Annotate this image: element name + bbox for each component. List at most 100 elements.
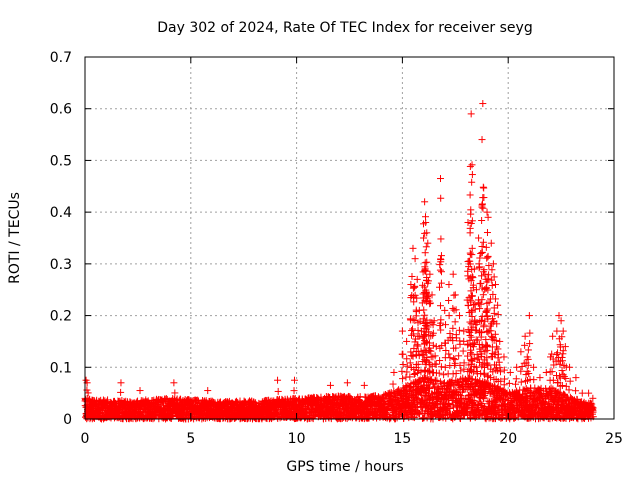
- y-tick-label: 0.5: [50, 153, 72, 169]
- roti-point: [476, 305, 484, 313]
- roti-point: [489, 260, 497, 268]
- roti-point: [445, 281, 453, 289]
- roti-point: [274, 387, 282, 395]
- roti-point: [572, 374, 580, 382]
- y-tick-label: 0.7: [50, 50, 72, 66]
- roti-point: [390, 368, 398, 376]
- roti-point: [468, 171, 476, 179]
- x-tick-label: 5: [186, 431, 195, 447]
- roti-point: [436, 266, 444, 274]
- roti-point: [559, 327, 567, 335]
- roti-point: [475, 234, 483, 242]
- roti-point: [530, 376, 538, 384]
- roti-point: [446, 354, 454, 362]
- roti-point: [467, 110, 475, 118]
- roti-point: [103, 397, 111, 405]
- roti-point: [487, 239, 495, 247]
- roti-point: [409, 244, 417, 252]
- roti-point: [398, 350, 406, 358]
- data-points: [81, 100, 597, 423]
- y-axis-title: ROTI / TECUs: [7, 192, 23, 284]
- roti-point: [479, 100, 487, 108]
- roti-point: [117, 388, 125, 396]
- roti-point: [424, 239, 432, 247]
- roti-point: [389, 380, 397, 388]
- roti-point: [478, 242, 486, 250]
- roti-point: [442, 321, 450, 329]
- roti-point: [513, 363, 521, 371]
- roti-point: [466, 191, 474, 199]
- roti-point: [477, 250, 485, 258]
- roti-point: [506, 368, 514, 376]
- roti-point: [420, 306, 428, 314]
- roti-point: [437, 252, 445, 260]
- roti-point: [512, 375, 520, 383]
- roti-point: [420, 234, 428, 242]
- roti-point: [480, 194, 488, 202]
- roti-point: [466, 331, 474, 339]
- roti-point: [479, 204, 487, 212]
- roti-point: [467, 206, 475, 214]
- x-tick-label: 25: [605, 431, 623, 447]
- roti-point: [406, 359, 414, 367]
- x-tick-label: 10: [288, 431, 306, 447]
- roti-point: [505, 379, 513, 387]
- roti-point: [445, 296, 453, 304]
- roti-point: [525, 312, 533, 320]
- y-tick-label: 0.4: [50, 205, 72, 221]
- roti-point: [566, 363, 574, 371]
- roti-point: [483, 307, 491, 315]
- roti-point: [435, 283, 443, 291]
- roti-point: [409, 325, 417, 333]
- chart-title: Day 302 of 2024, Rate Of TEC Index for r…: [157, 20, 532, 36]
- roti-point: [425, 367, 433, 375]
- roti-point: [459, 347, 467, 355]
- roti-point: [423, 258, 431, 266]
- roti-point: [437, 235, 445, 243]
- roti-point: [585, 389, 593, 397]
- roti-point: [572, 387, 580, 395]
- grid-lines: [85, 57, 614, 419]
- roti-point: [466, 162, 474, 170]
- roti-point: [496, 337, 504, 345]
- roti-point: [403, 362, 411, 370]
- roti-point: [484, 253, 492, 261]
- roti-point: [468, 178, 476, 186]
- roti-point: [451, 291, 459, 299]
- roti-point: [478, 217, 486, 225]
- roti-point: [421, 249, 429, 257]
- roti-point: [445, 312, 453, 320]
- roti-point: [480, 184, 488, 192]
- roti-point: [436, 175, 444, 183]
- roti-point: [542, 368, 550, 376]
- roti-point: [398, 327, 406, 335]
- x-axis-title: GPS time / hours: [286, 459, 403, 475]
- roti-point: [422, 243, 430, 251]
- roti-point: [403, 337, 411, 345]
- roti-point: [437, 279, 445, 287]
- roti-point: [433, 377, 441, 385]
- roti-point: [468, 161, 476, 169]
- roti-point: [483, 229, 491, 237]
- y-tick-label: 0.6: [50, 102, 72, 118]
- roti-point: [460, 327, 468, 335]
- roti-point: [553, 327, 561, 335]
- roti-point: [456, 312, 464, 320]
- roti-point: [549, 332, 557, 340]
- roti-point: [440, 371, 448, 379]
- roti-point: [526, 329, 534, 337]
- roti-point: [479, 291, 487, 299]
- x-tick-label: 0: [81, 431, 90, 447]
- roti-point: [455, 326, 463, 334]
- roti-point: [477, 279, 485, 287]
- roti-point: [482, 308, 490, 316]
- roti-point: [441, 363, 449, 371]
- roti-point: [478, 136, 486, 144]
- roti-point: [398, 367, 406, 375]
- roti-point: [449, 304, 457, 312]
- x-tick-label: 20: [499, 431, 517, 447]
- y-tick-label: 0.1: [50, 360, 72, 376]
- roti-point: [483, 208, 491, 216]
- roti-point: [468, 251, 476, 259]
